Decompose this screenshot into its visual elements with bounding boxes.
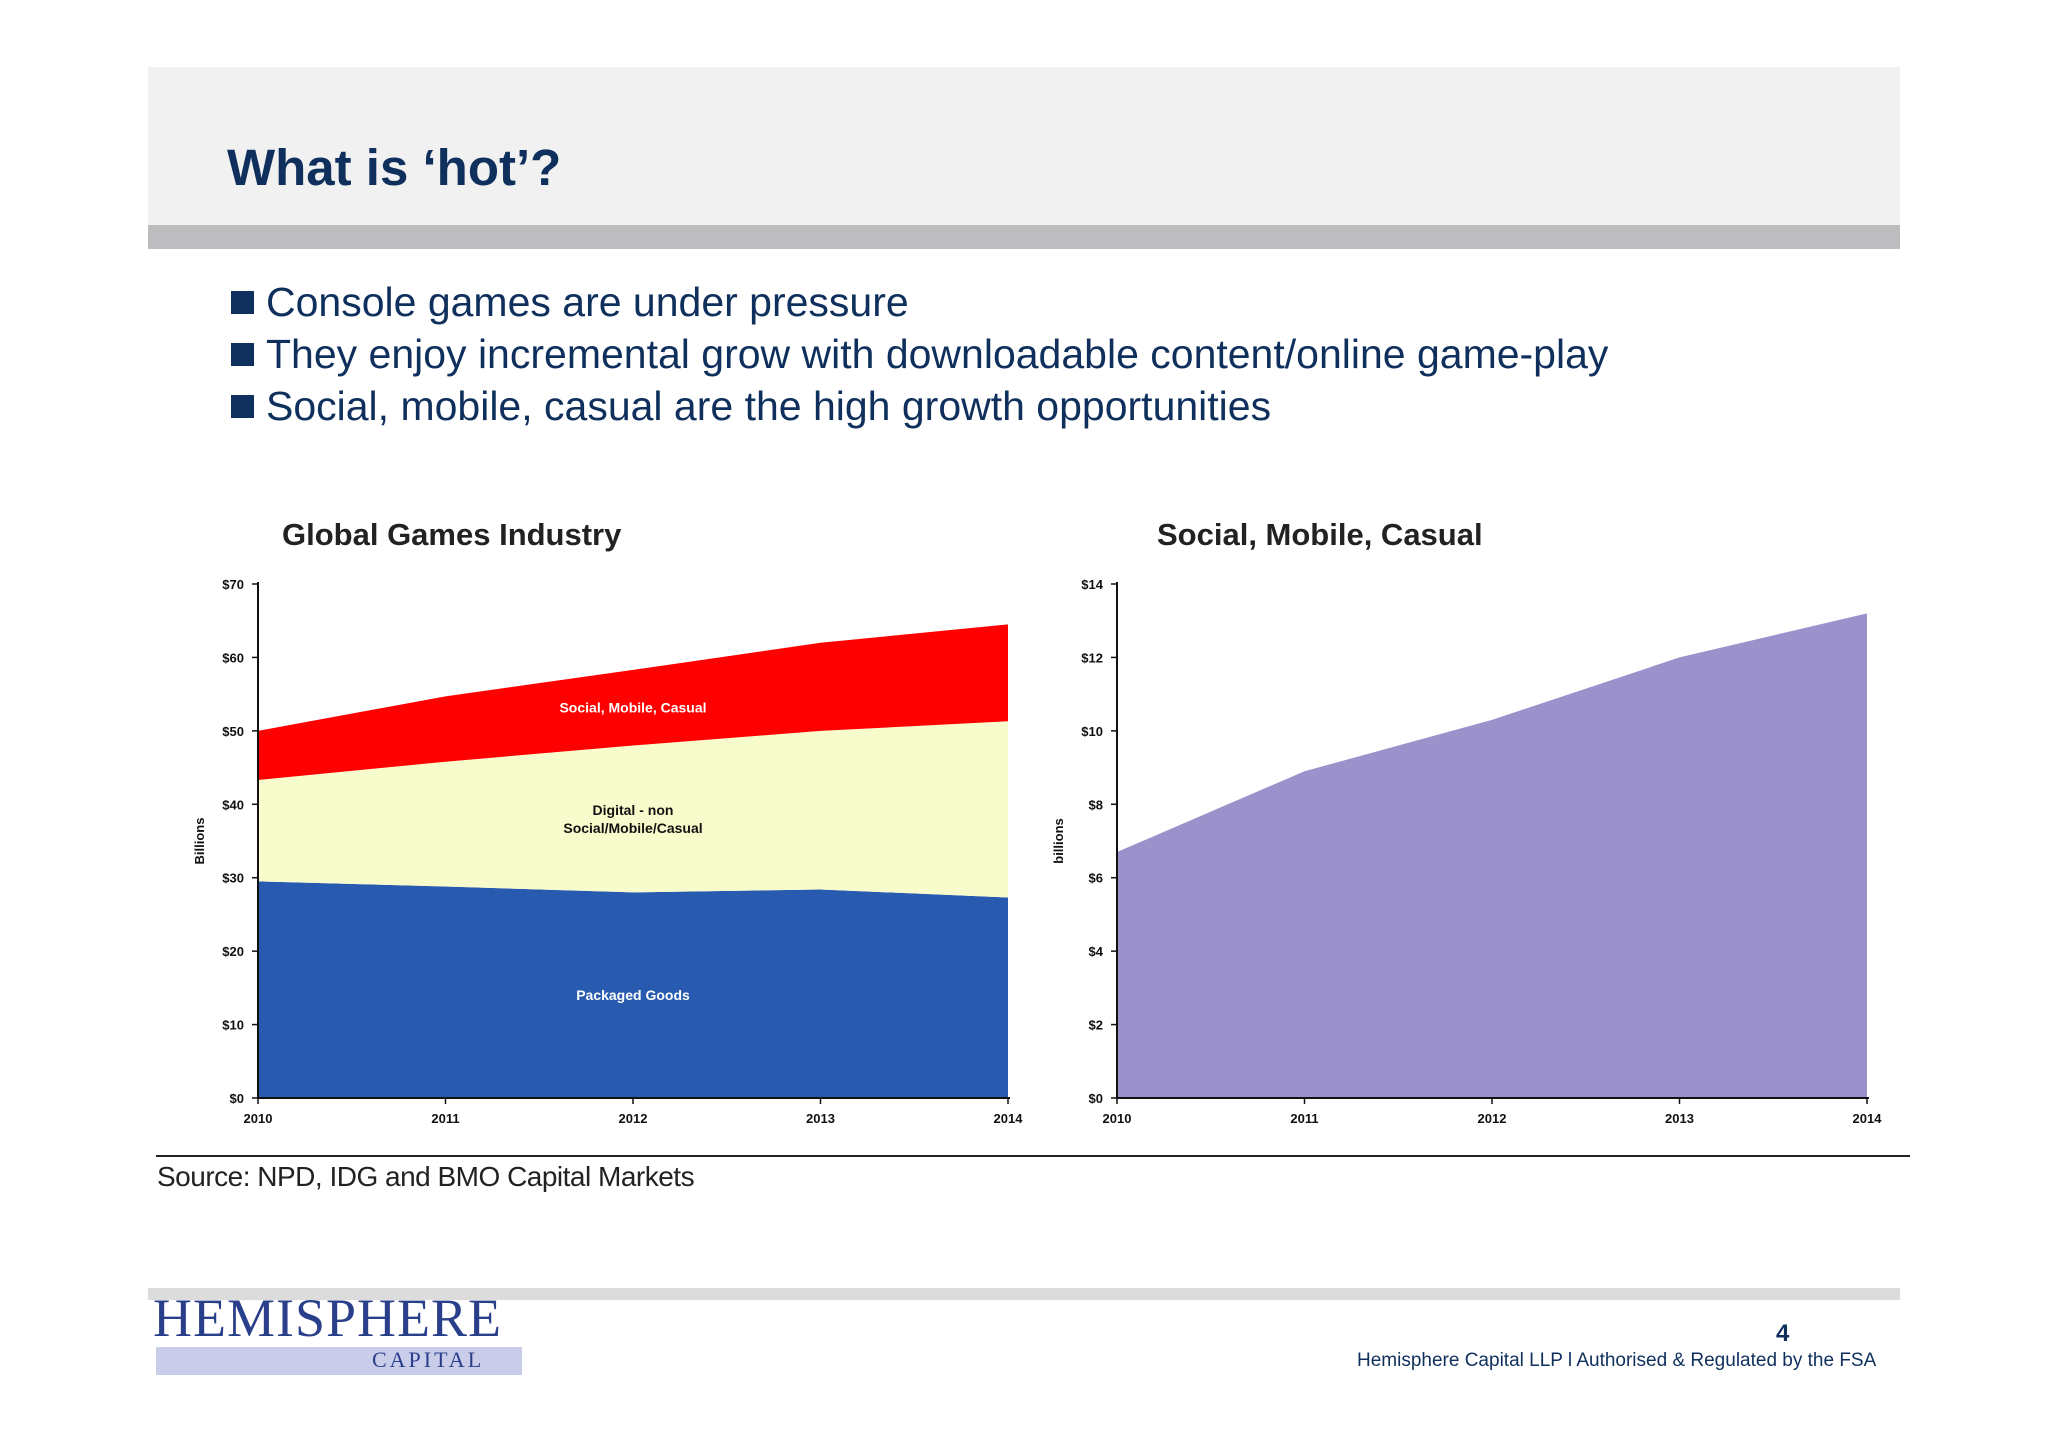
- y-tick-label: $20: [222, 944, 244, 959]
- y-tick-label: $30: [222, 871, 244, 886]
- y-tick-label: $10: [1081, 724, 1103, 739]
- bullet-item: They enjoy incremental grow with downloa…: [231, 328, 1608, 380]
- source-rule: [156, 1155, 1910, 1157]
- area-series-3: [258, 624, 1008, 781]
- logo-wordmark: HEMISPHERE: [153, 1288, 503, 1348]
- slide-title: What is ‘hot’?: [227, 139, 562, 196]
- logo-band: [156, 1347, 522, 1375]
- square-bullet-icon: [231, 290, 254, 314]
- y-tick-label: $6: [1089, 871, 1103, 886]
- y-axis-title: billions: [1051, 818, 1066, 864]
- y-tick-label: $70: [222, 577, 244, 592]
- x-tick-label: 2010: [1103, 1111, 1132, 1126]
- y-tick-label: $8: [1089, 797, 1103, 812]
- square-bullet-icon: [231, 394, 254, 418]
- y-tick-label: $14: [1081, 577, 1103, 592]
- x-tick-label: 2011: [1290, 1111, 1318, 1126]
- x-tick-label: 2013: [806, 1111, 835, 1126]
- footer-rule: [148, 1288, 1900, 1300]
- series-label: Packaged Goods: [576, 987, 690, 1003]
- y-tick-label: $50: [222, 724, 244, 739]
- bullet-text: Console games are under pressure: [266, 278, 909, 325]
- square-bullet-icon: [231, 342, 254, 366]
- x-tick-label: 2012: [1478, 1111, 1507, 1126]
- x-tick-label: 2012: [619, 1111, 648, 1126]
- y-tick-label: $0: [1089, 1091, 1103, 1106]
- x-tick-label: 2014: [1853, 1111, 1883, 1126]
- page-number: 4: [1776, 1320, 1790, 1347]
- area-series-2: [258, 721, 1008, 898]
- y-axis-title: Billions: [192, 818, 207, 865]
- x-tick-label: 2010: [244, 1111, 273, 1126]
- area-series-1: [258, 881, 1008, 1098]
- x-tick-label: 2011: [431, 1111, 459, 1126]
- bullet-text: Social, mobile, casual are the high grow…: [266, 382, 1272, 429]
- series-label: Social, Mobile, Casual: [559, 700, 706, 716]
- y-tick-label: $12: [1081, 650, 1103, 665]
- chart-title-smc: Social, Mobile, Casual: [1157, 517, 1483, 552]
- chart-title-global: Global Games Industry: [282, 517, 622, 552]
- y-tick-label: $60: [222, 650, 244, 665]
- y-tick-label: $0: [230, 1091, 244, 1106]
- y-tick-label: $2: [1089, 1018, 1103, 1033]
- bullet-text: They enjoy incremental grow with downloa…: [266, 330, 1609, 377]
- header-rule: [148, 225, 1900, 249]
- header-band: [148, 67, 1900, 225]
- source-note: Source: NPD, IDG and BMO Capital Markets: [157, 1161, 695, 1192]
- series-label: Digital - non Social/Mobile/Casual: [563, 802, 702, 836]
- y-tick-label: $10: [222, 1018, 244, 1033]
- bullet-list: Console games are under pressure They en…: [231, 276, 1608, 432]
- logo-subtitle: CAPITAL: [372, 1347, 485, 1372]
- bullet-item: Social, mobile, casual are the high grow…: [231, 380, 1608, 432]
- y-tick-label: $40: [222, 797, 244, 812]
- x-tick-label: 2013: [1665, 1111, 1694, 1126]
- x-tick-label: 2014: [994, 1111, 1024, 1126]
- y-tick-label: $4: [1089, 944, 1104, 959]
- footer-legal: Hemisphere Capital LLP l Authorised & Re…: [1357, 1350, 1877, 1371]
- bullet-item: Console games are under pressure: [231, 276, 1608, 328]
- area-series-1: [1117, 613, 1867, 1098]
